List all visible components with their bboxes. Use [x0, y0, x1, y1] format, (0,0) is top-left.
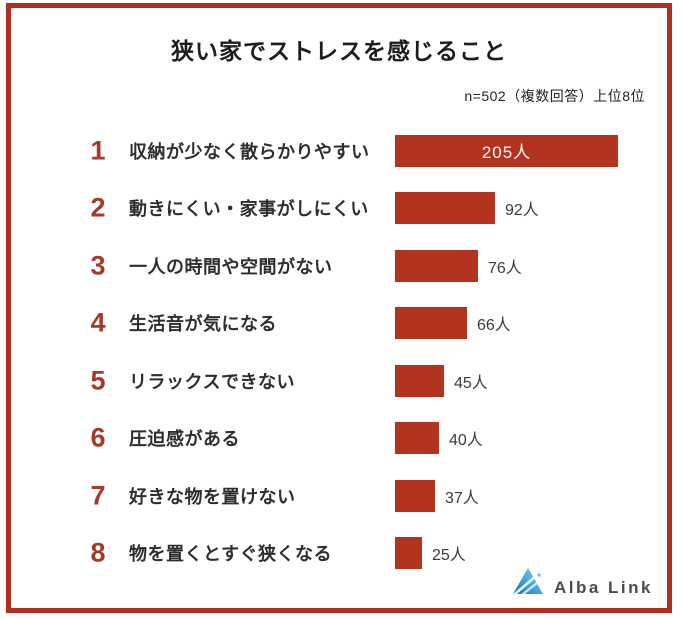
rank-number: 2 [90, 192, 106, 223]
bar-zone: 92人 [395, 192, 539, 225]
chart-row: 6 圧迫感がある 40人 [11, 410, 667, 468]
category-label: 一人の時間や空間がない [129, 256, 333, 277]
value-bar: 205人 [395, 134, 618, 167]
category-label: 生活音が気になる [129, 314, 277, 335]
category-label: 動きにくい・家事がしにくい [129, 199, 369, 220]
chart-row: 8 物を置くとすぐ狭くなる 25人 [11, 525, 667, 583]
rank-number: 6 [90, 422, 106, 453]
value-bar [395, 479, 435, 512]
rank-number: 7 [90, 480, 106, 511]
bar-value-label-outside: 40人 [449, 432, 483, 450]
chart-row: 3 一人の時間や空間がない 76人 [11, 237, 667, 295]
value-bar [395, 249, 478, 282]
chart-row: 5 リラックスできない 45人 [11, 352, 667, 410]
bar-value-label-outside: 92人 [505, 202, 539, 220]
bar-zone: 25人 [395, 537, 466, 570]
category-label: 好きな物を置けない [129, 486, 296, 507]
brand-logo-text: Alba Link [553, 578, 653, 597]
bar-zone: 40人 [395, 422, 483, 455]
chart-row: 1 収納が少なく散らかりやすい 205人 [11, 122, 667, 180]
value-bar [395, 307, 467, 340]
rank-number: 5 [90, 365, 106, 396]
bar-zone: 76人 [395, 249, 522, 282]
value-bar [395, 422, 439, 455]
category-label: リラックスできない [129, 371, 295, 392]
survey-card: 狭い家でストレスを感じること n=502（複数回答）上位8位 1 収納が少なく散… [6, 3, 672, 613]
value-bar [395, 364, 444, 397]
bar-zone: 37人 [395, 479, 479, 512]
chart-title: 狭い家でストレスを感じること [171, 38, 507, 64]
value-bar [395, 537, 422, 570]
sample-note: n=502（複数回答）上位8位 [464, 88, 645, 104]
bar-value-label-outside: 45人 [454, 374, 488, 392]
bar-value-label-outside: 76人 [488, 259, 522, 277]
bar-zone: 66人 [395, 307, 511, 340]
bar-value-label-outside: 66人 [477, 317, 511, 335]
rank-number: 1 [90, 135, 106, 166]
chart-row: 2 動きにくい・家事がしにくい 92人 [11, 180, 667, 238]
rank-number: 4 [90, 307, 106, 338]
rank-number: 3 [90, 250, 106, 281]
bar-zone: 45人 [395, 364, 488, 397]
bar-zone: 205人 [395, 134, 618, 167]
brand-logo: Alba Link [512, 567, 653, 600]
mountain-triangle-icon [512, 567, 545, 600]
bar-value-label-inside: 205人 [481, 143, 532, 163]
chart-rows: 1 収納が少なく散らかりやすい 205人 2 動きにくい・家事がしにくい 92人… [11, 122, 667, 582]
rank-number: 8 [90, 537, 106, 568]
bar-value-label-outside: 25人 [432, 547, 466, 565]
bar-value-label-outside: 37人 [445, 489, 479, 507]
chart-row: 4 生活音が気になる 66人 [11, 295, 667, 353]
value-bar [395, 192, 495, 225]
chart-row: 7 好きな物を置けない 37人 [11, 467, 667, 525]
category-label: 圧迫感がある [129, 429, 240, 450]
category-label: 収納が少なく散らかりやすい [129, 141, 370, 162]
category-label: 物を置くとすぐ狭くなる [129, 544, 332, 565]
